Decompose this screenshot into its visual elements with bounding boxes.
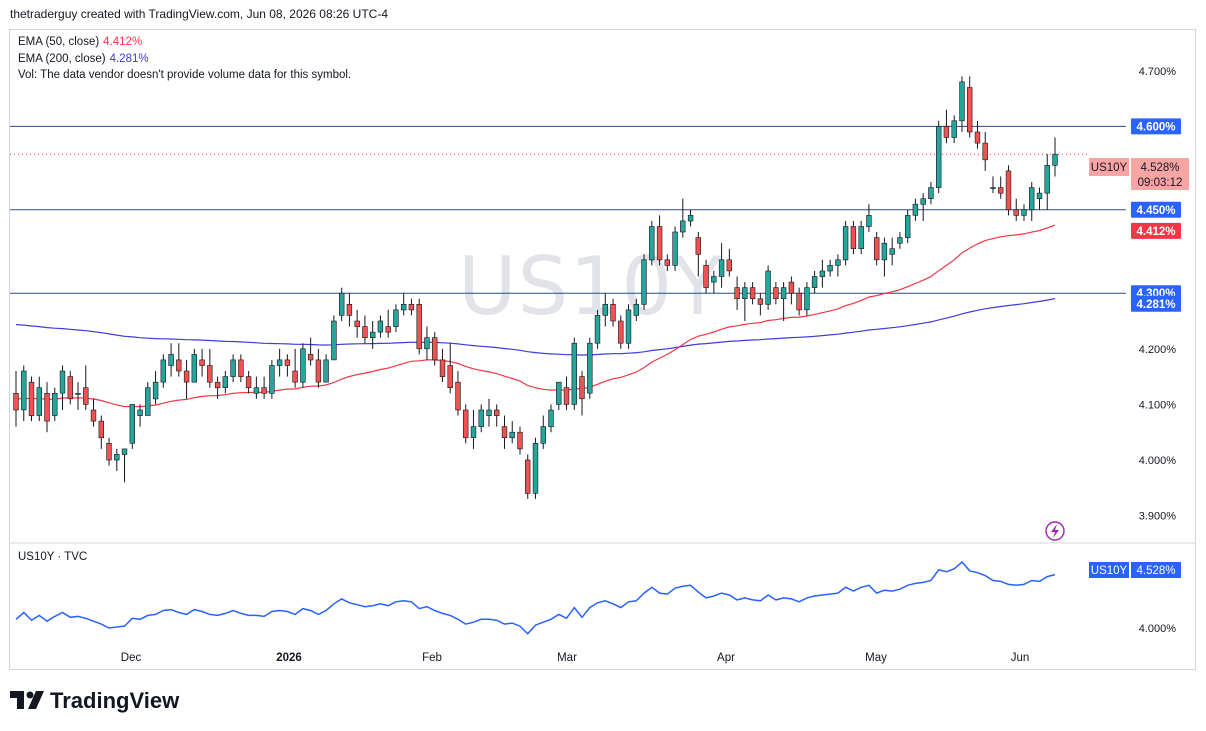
chart-frame [9, 29, 1196, 670]
volume-legend: Vol: The data vendor doesn't provide vol… [18, 69, 352, 81]
symbol-watermark: US10Y [458, 240, 723, 333]
ema200-legend-label: EMA (200, close) [18, 53, 106, 65]
tradingview-logo-text: TradingView [50, 688, 180, 713]
tradingview-logo[interactable]: TradingView [10, 688, 179, 715]
ema50-legend-label: EMA (50, close) [18, 36, 100, 48]
ema50-legend-value: 4.412% [103, 36, 143, 48]
ema50-legend[interactable]: EMA (50, close) 4.412% [18, 36, 142, 48]
tradingview-logo-icon [10, 689, 44, 715]
sub-pane-label: US10Y · TVC [18, 551, 88, 563]
ema200-legend[interactable]: EMA (200, close) 4.281% [18, 53, 149, 65]
chart-attribution: thetraderguy created with TradingView.co… [10, 7, 388, 21]
ema200-legend-value: 4.281% [109, 53, 149, 65]
